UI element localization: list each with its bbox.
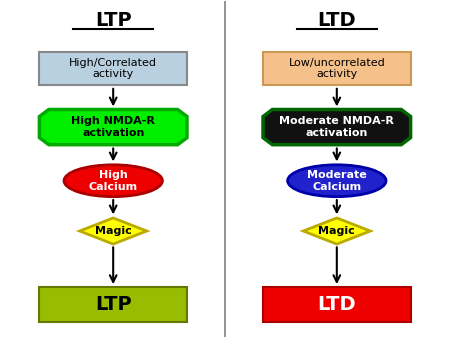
Text: Magic: Magic bbox=[319, 226, 355, 236]
FancyBboxPatch shape bbox=[40, 287, 187, 322]
FancyBboxPatch shape bbox=[263, 52, 410, 85]
Text: Low/uncorrelated
activity: Low/uncorrelated activity bbox=[288, 58, 385, 79]
Polygon shape bbox=[40, 110, 187, 145]
Text: Moderate NMDA-R
activation: Moderate NMDA-R activation bbox=[279, 116, 394, 138]
Text: LTP: LTP bbox=[95, 295, 131, 314]
Text: LTD: LTD bbox=[318, 295, 356, 314]
Text: High
Calcium: High Calcium bbox=[89, 170, 138, 192]
Ellipse shape bbox=[64, 165, 162, 197]
Ellipse shape bbox=[288, 165, 386, 197]
Text: LTP: LTP bbox=[95, 11, 131, 30]
Text: High NMDA-R
activation: High NMDA-R activation bbox=[71, 116, 155, 138]
Text: LTD: LTD bbox=[318, 11, 356, 30]
Polygon shape bbox=[80, 218, 147, 244]
Polygon shape bbox=[263, 110, 410, 145]
FancyBboxPatch shape bbox=[40, 52, 187, 85]
Polygon shape bbox=[303, 218, 370, 244]
Text: High/Correlated
activity: High/Correlated activity bbox=[69, 58, 157, 79]
Text: Moderate
Calcium: Moderate Calcium bbox=[307, 170, 367, 192]
FancyBboxPatch shape bbox=[263, 287, 410, 322]
Text: Magic: Magic bbox=[95, 226, 131, 236]
